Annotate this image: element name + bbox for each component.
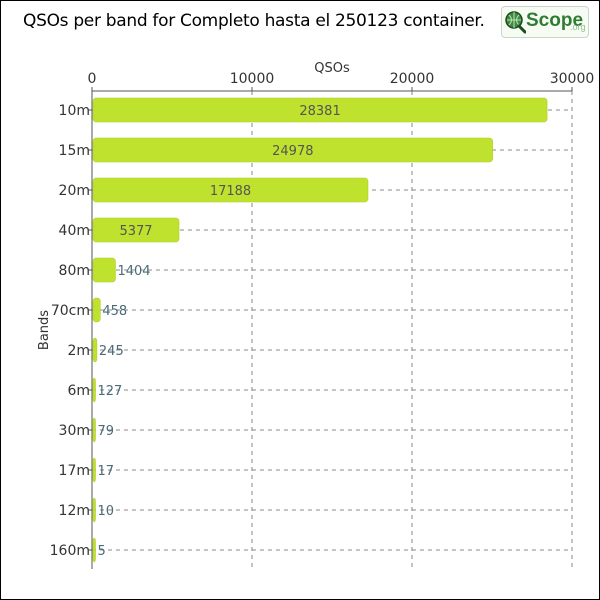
bar-value-label: 458 xyxy=(102,304,127,319)
y-tick-label: 17m xyxy=(59,463,90,479)
y-tick-label: 160m xyxy=(50,543,90,559)
qscope-logo: Scope .org xyxy=(501,6,589,38)
bar-value-label: 1404 xyxy=(117,264,150,279)
bar-6m xyxy=(92,377,96,403)
x-tick-label: 10000 xyxy=(230,71,275,87)
bar-value-label: 28381 xyxy=(299,104,340,119)
y-tick-label: 70cm xyxy=(51,303,90,319)
bar-15m xyxy=(92,137,493,163)
x-tick-label: 0 xyxy=(88,71,97,87)
x-tick-label: 30000 xyxy=(550,71,595,87)
chart-title: QSOs per band for Completo hasta el 2501… xyxy=(23,11,485,31)
bar-value-label: 5377 xyxy=(119,224,152,239)
y-tick-label: 30m xyxy=(59,423,90,439)
bar-value-label: 79 xyxy=(98,424,115,439)
bar-30m xyxy=(92,417,96,443)
y-axis-title: Bands xyxy=(37,310,52,350)
bar-value-label: 5 xyxy=(98,544,106,559)
grid-lines xyxy=(92,91,573,569)
bars: 28381 24978 17188 5377 1404 458 245 127 79 17 10 5 xyxy=(92,97,548,563)
bar-40m xyxy=(92,217,180,243)
y-tick-label: 10m xyxy=(59,103,90,119)
magnifier-globe-icon xyxy=(505,11,526,34)
bar-2m xyxy=(92,337,98,363)
y-tick-label: 40m xyxy=(59,223,90,239)
bar-12m xyxy=(92,497,96,523)
logo-suffix: .org xyxy=(570,22,586,32)
x-axis-title: QSOs xyxy=(314,61,350,76)
x-tick-label: 20000 xyxy=(390,71,435,87)
logo-text: Scope xyxy=(526,10,584,31)
bar-20m xyxy=(92,177,369,203)
bar-17m xyxy=(92,457,96,483)
bar-value-label: 245 xyxy=(99,344,124,359)
bar-value-label: 17 xyxy=(98,464,115,479)
bar-10m xyxy=(92,97,548,123)
bar-70cm xyxy=(92,297,101,323)
y-tick-label: 2m xyxy=(67,343,90,359)
y-axis: 10m 15m 20m 40m 80m 70cm 2m 6m 30m 17m 12m 160m xyxy=(50,91,93,569)
bar-160m xyxy=(92,537,96,563)
y-tick-label: 6m xyxy=(67,383,90,399)
y-tick-label: 12m xyxy=(59,503,90,519)
bar-value-label: 17188 xyxy=(210,184,251,199)
y-tick-label: 15m xyxy=(59,143,90,159)
x-axis: 0 10000 20000 30000 xyxy=(88,71,595,92)
bar-80m xyxy=(92,257,116,283)
bar-value-label: 127 xyxy=(98,384,123,399)
bar-value-label: 24978 xyxy=(272,144,313,159)
y-tick-label: 20m xyxy=(59,183,90,199)
bar-value-label: 10 xyxy=(98,504,115,519)
y-tick-label: 80m xyxy=(59,263,90,279)
